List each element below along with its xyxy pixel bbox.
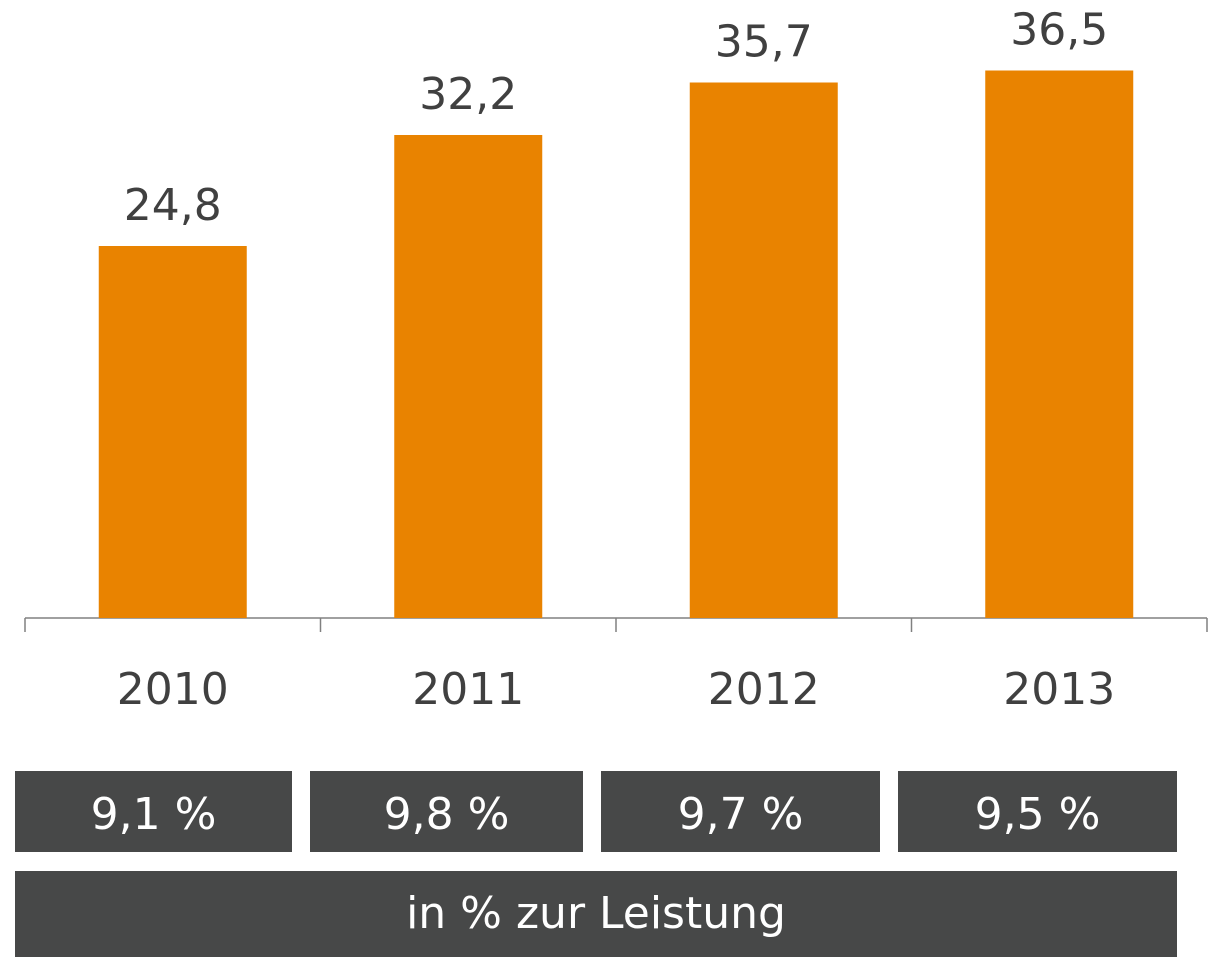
caption: in % zur Leistung bbox=[406, 888, 786, 939]
bar bbox=[689, 82, 838, 618]
ratio-box bbox=[310, 771, 583, 852]
x-tick-label: 2011 bbox=[412, 664, 524, 715]
value-label: 35,7 bbox=[715, 17, 813, 68]
bar bbox=[394, 135, 543, 618]
caption-box bbox=[15, 871, 1177, 957]
bar bbox=[98, 246, 247, 618]
x-tick-label: 2010 bbox=[117, 664, 229, 715]
ratio-label: 9,8 % bbox=[384, 789, 510, 840]
ratio-label: 9,1 % bbox=[91, 789, 217, 840]
ratio-box bbox=[898, 771, 1177, 852]
ratio-label: 9,7 % bbox=[678, 789, 804, 840]
value-label: 32,2 bbox=[419, 69, 517, 120]
bar bbox=[985, 70, 1134, 618]
ratio-label: 9,5 % bbox=[975, 789, 1101, 840]
ratio-box bbox=[15, 771, 292, 852]
ratio-box bbox=[601, 771, 880, 852]
value-label: 36,5 bbox=[1010, 5, 1108, 56]
x-tick-label: 2013 bbox=[1003, 664, 1115, 715]
value-label: 24,8 bbox=[124, 180, 222, 231]
x-tick-label: 2012 bbox=[708, 664, 820, 715]
